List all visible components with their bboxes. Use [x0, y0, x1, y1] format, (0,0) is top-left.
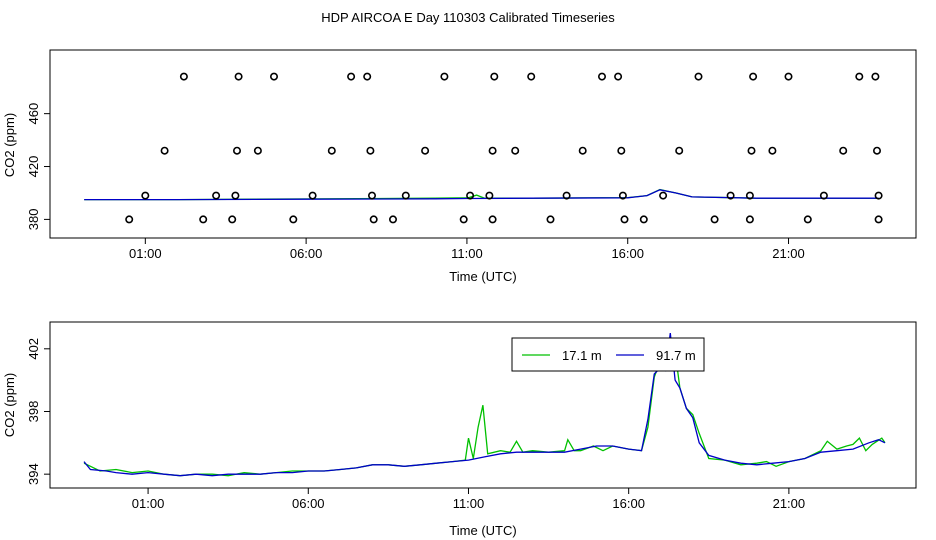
- scatter-point: [199, 215, 208, 224]
- scatter-point: [726, 191, 735, 200]
- panel-top-x-label: Time (UTC): [449, 269, 516, 284]
- panel-bottom-lines: [83, 333, 886, 477]
- scatter-point: [871, 72, 880, 81]
- legend-label-91m: 91.7 m: [656, 348, 696, 363]
- scatter-point: [141, 191, 150, 200]
- scatter-point: [747, 146, 756, 155]
- legend-label-17m: 17.1 m: [562, 348, 602, 363]
- panel-top-x-axis: 01:00 06:00 11:00 16:00 21:00: [129, 238, 805, 261]
- panel-bottom-x-label: Time (UTC): [449, 523, 516, 538]
- scatter-point: [347, 72, 356, 81]
- series-line-green: [83, 339, 886, 477]
- scatter-point: [639, 215, 648, 224]
- scatter-point: [597, 72, 606, 81]
- scatter-point: [179, 72, 188, 81]
- scatter-point: [369, 215, 378, 224]
- scatter-point: [231, 191, 240, 200]
- scatter-point: [874, 215, 883, 224]
- panel-bottom-frame: [49, 321, 917, 489]
- scatter-point: [308, 191, 317, 200]
- y-tick-label: 420: [26, 156, 41, 178]
- x-tick-label: 06:00: [290, 246, 323, 261]
- series-line-blue: [83, 333, 886, 477]
- scatter-point: [749, 72, 758, 81]
- scatter-point: [874, 191, 883, 200]
- scatter-point: [710, 215, 719, 224]
- scatter-point: [659, 191, 668, 200]
- scatter-point: [459, 215, 468, 224]
- panel-top-points: [125, 72, 883, 224]
- x-tick-label: 21:00: [773, 496, 806, 511]
- scatter-point: [839, 146, 848, 155]
- scatter-point: [488, 146, 497, 155]
- scatter-point: [614, 72, 623, 81]
- scatter-point: [327, 146, 336, 155]
- scatter-point: [233, 146, 242, 155]
- scatter-point: [768, 146, 777, 155]
- scatter-point: [490, 72, 499, 81]
- x-tick-label: 01:00: [129, 246, 162, 261]
- scatter-point: [466, 191, 475, 200]
- x-tick-label: 16:00: [611, 246, 644, 261]
- scatter-point: [366, 146, 375, 155]
- scatter-point: [421, 146, 430, 155]
- x-tick-label: 11:00: [453, 496, 485, 511]
- scatter-point: [803, 215, 812, 224]
- scatter-point: [212, 191, 221, 200]
- scatter-point: [234, 72, 243, 81]
- legend: 17.1 m 91.7 m: [511, 337, 705, 372]
- scatter-point: [745, 215, 754, 224]
- scatter-point: [269, 72, 278, 81]
- scatter-point: [819, 191, 828, 200]
- y-tick-label: 460: [26, 103, 41, 125]
- scatter-point: [488, 215, 497, 224]
- scatter-point: [125, 215, 134, 224]
- scatter-point: [675, 146, 684, 155]
- y-tick-label: 380: [26, 209, 41, 231]
- panel-top-frame: [49, 49, 917, 239]
- scatter-point: [617, 146, 626, 155]
- panel-bottom-y-axis: 394 398 402: [26, 338, 50, 485]
- series-line-blue: [84, 189, 879, 201]
- scatter-point: [578, 146, 587, 155]
- x-tick-label: 01:00: [132, 496, 165, 511]
- scatter-point: [562, 191, 571, 200]
- chart-title: HDP AIRCOA E Day 110303 Calibrated Times…: [321, 10, 615, 25]
- scatter-point: [620, 215, 629, 224]
- scatter-point: [485, 191, 494, 200]
- panel-top: 01:00 06:00 11:00 16:00 21:00 380 420 460 Time…: [2, 49, 917, 284]
- scatter-point: [546, 215, 555, 224]
- x-tick-label: 21:00: [772, 246, 805, 261]
- panel-top-lines: [84, 188, 879, 201]
- panel-top-y-axis: 380 420 460: [26, 103, 50, 230]
- panel-bottom: 01:00 06:00 11:00 16:00 21:00 394 398 402 17.1…: [2, 321, 917, 538]
- panel-bottom-x-axis: 01:00 06:00 11:00 16:00 21:00: [132, 488, 805, 511]
- scatter-point: [253, 146, 262, 155]
- scatter-point: [367, 191, 376, 200]
- scatter-point: [160, 146, 169, 155]
- scatter-point: [289, 215, 298, 224]
- x-tick-label: 16:00: [612, 496, 645, 511]
- x-tick-label: 06:00: [292, 496, 325, 511]
- scatter-point: [855, 72, 864, 81]
- panel-top-y-label: CO2 (ppm): [2, 113, 17, 177]
- y-tick-label: 398: [26, 401, 41, 423]
- scatter-point: [228, 215, 237, 224]
- scatter-point: [745, 191, 754, 200]
- scatter-point: [527, 72, 536, 81]
- scatter-point: [401, 191, 410, 200]
- scatter-point: [618, 191, 627, 200]
- scatter-point: [388, 215, 397, 224]
- scatter-point: [872, 146, 881, 155]
- scatter-point: [440, 72, 449, 81]
- scatter-point: [694, 72, 703, 81]
- scatter-point: [511, 146, 520, 155]
- scatter-point: [363, 72, 372, 81]
- y-tick-label: 394: [26, 463, 41, 485]
- x-tick-label: 11:00: [451, 246, 483, 261]
- y-tick-label: 402: [26, 338, 41, 360]
- scatter-point: [784, 72, 793, 81]
- panel-bottom-y-label: CO2 (ppm): [2, 373, 17, 437]
